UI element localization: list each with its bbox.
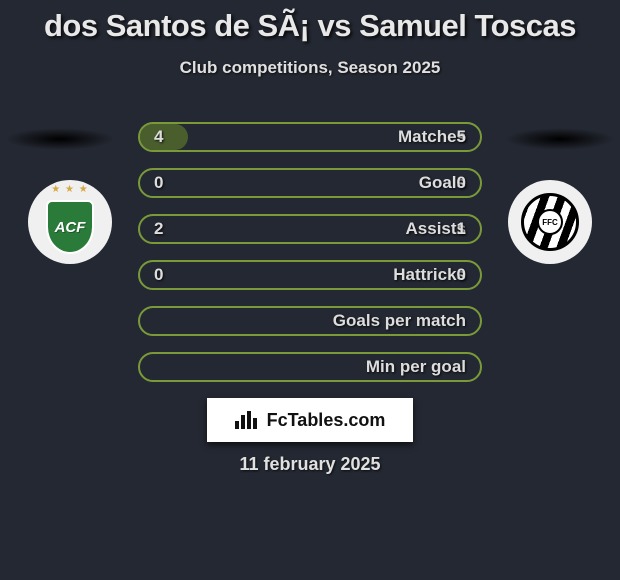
stats-list: 4Matches50Goals02Assists10Hattricks0Goal… — [138, 122, 482, 398]
stat-value-p2: 5 — [457, 127, 466, 147]
stat-row: 4Matches5 — [138, 122, 482, 152]
stat-row: 0Goals0 — [138, 168, 482, 198]
stat-value-p2: 0 — [457, 265, 466, 285]
chart-icon — [235, 411, 261, 429]
subtitle: Club competitions, Season 2025 — [0, 58, 620, 78]
stat-value-p1: 0 — [154, 173, 163, 193]
player1-badge: ★ ★ ★ ACF — [28, 180, 112, 264]
stat-value-p2: 0 — [457, 173, 466, 193]
watermark-text: FcTables.com — [267, 410, 386, 431]
striped-circle-icon — [521, 193, 579, 251]
stars-icon: ★ ★ ★ — [51, 184, 88, 195]
shadow-left — [5, 128, 115, 150]
stat-fill-left — [140, 124, 188, 150]
watermark: FcTables.com — [207, 398, 413, 442]
stat-label: Goals per match — [333, 311, 466, 331]
stat-row: Min per goal — [138, 352, 482, 382]
date-text: 11 february 2025 — [0, 454, 620, 475]
stat-value-p1: 0 — [154, 265, 163, 285]
stat-row: 2Assists1 — [138, 214, 482, 244]
stat-label: Hattricks — [393, 265, 466, 285]
stat-label: Min per goal — [366, 357, 466, 377]
stat-value-p1: 4 — [154, 127, 163, 147]
stat-row: Goals per match — [138, 306, 482, 336]
player2-badge — [508, 180, 592, 264]
shadow-right — [505, 128, 615, 150]
page-title: dos Santos de SÃ¡ vs Samuel Toscas — [0, 0, 620, 44]
stat-row: 0Hattricks0 — [138, 260, 482, 290]
stat-value-p2: 1 — [457, 219, 466, 239]
shield-icon: ACF — [46, 200, 94, 254]
stat-value-p1: 2 — [154, 219, 163, 239]
